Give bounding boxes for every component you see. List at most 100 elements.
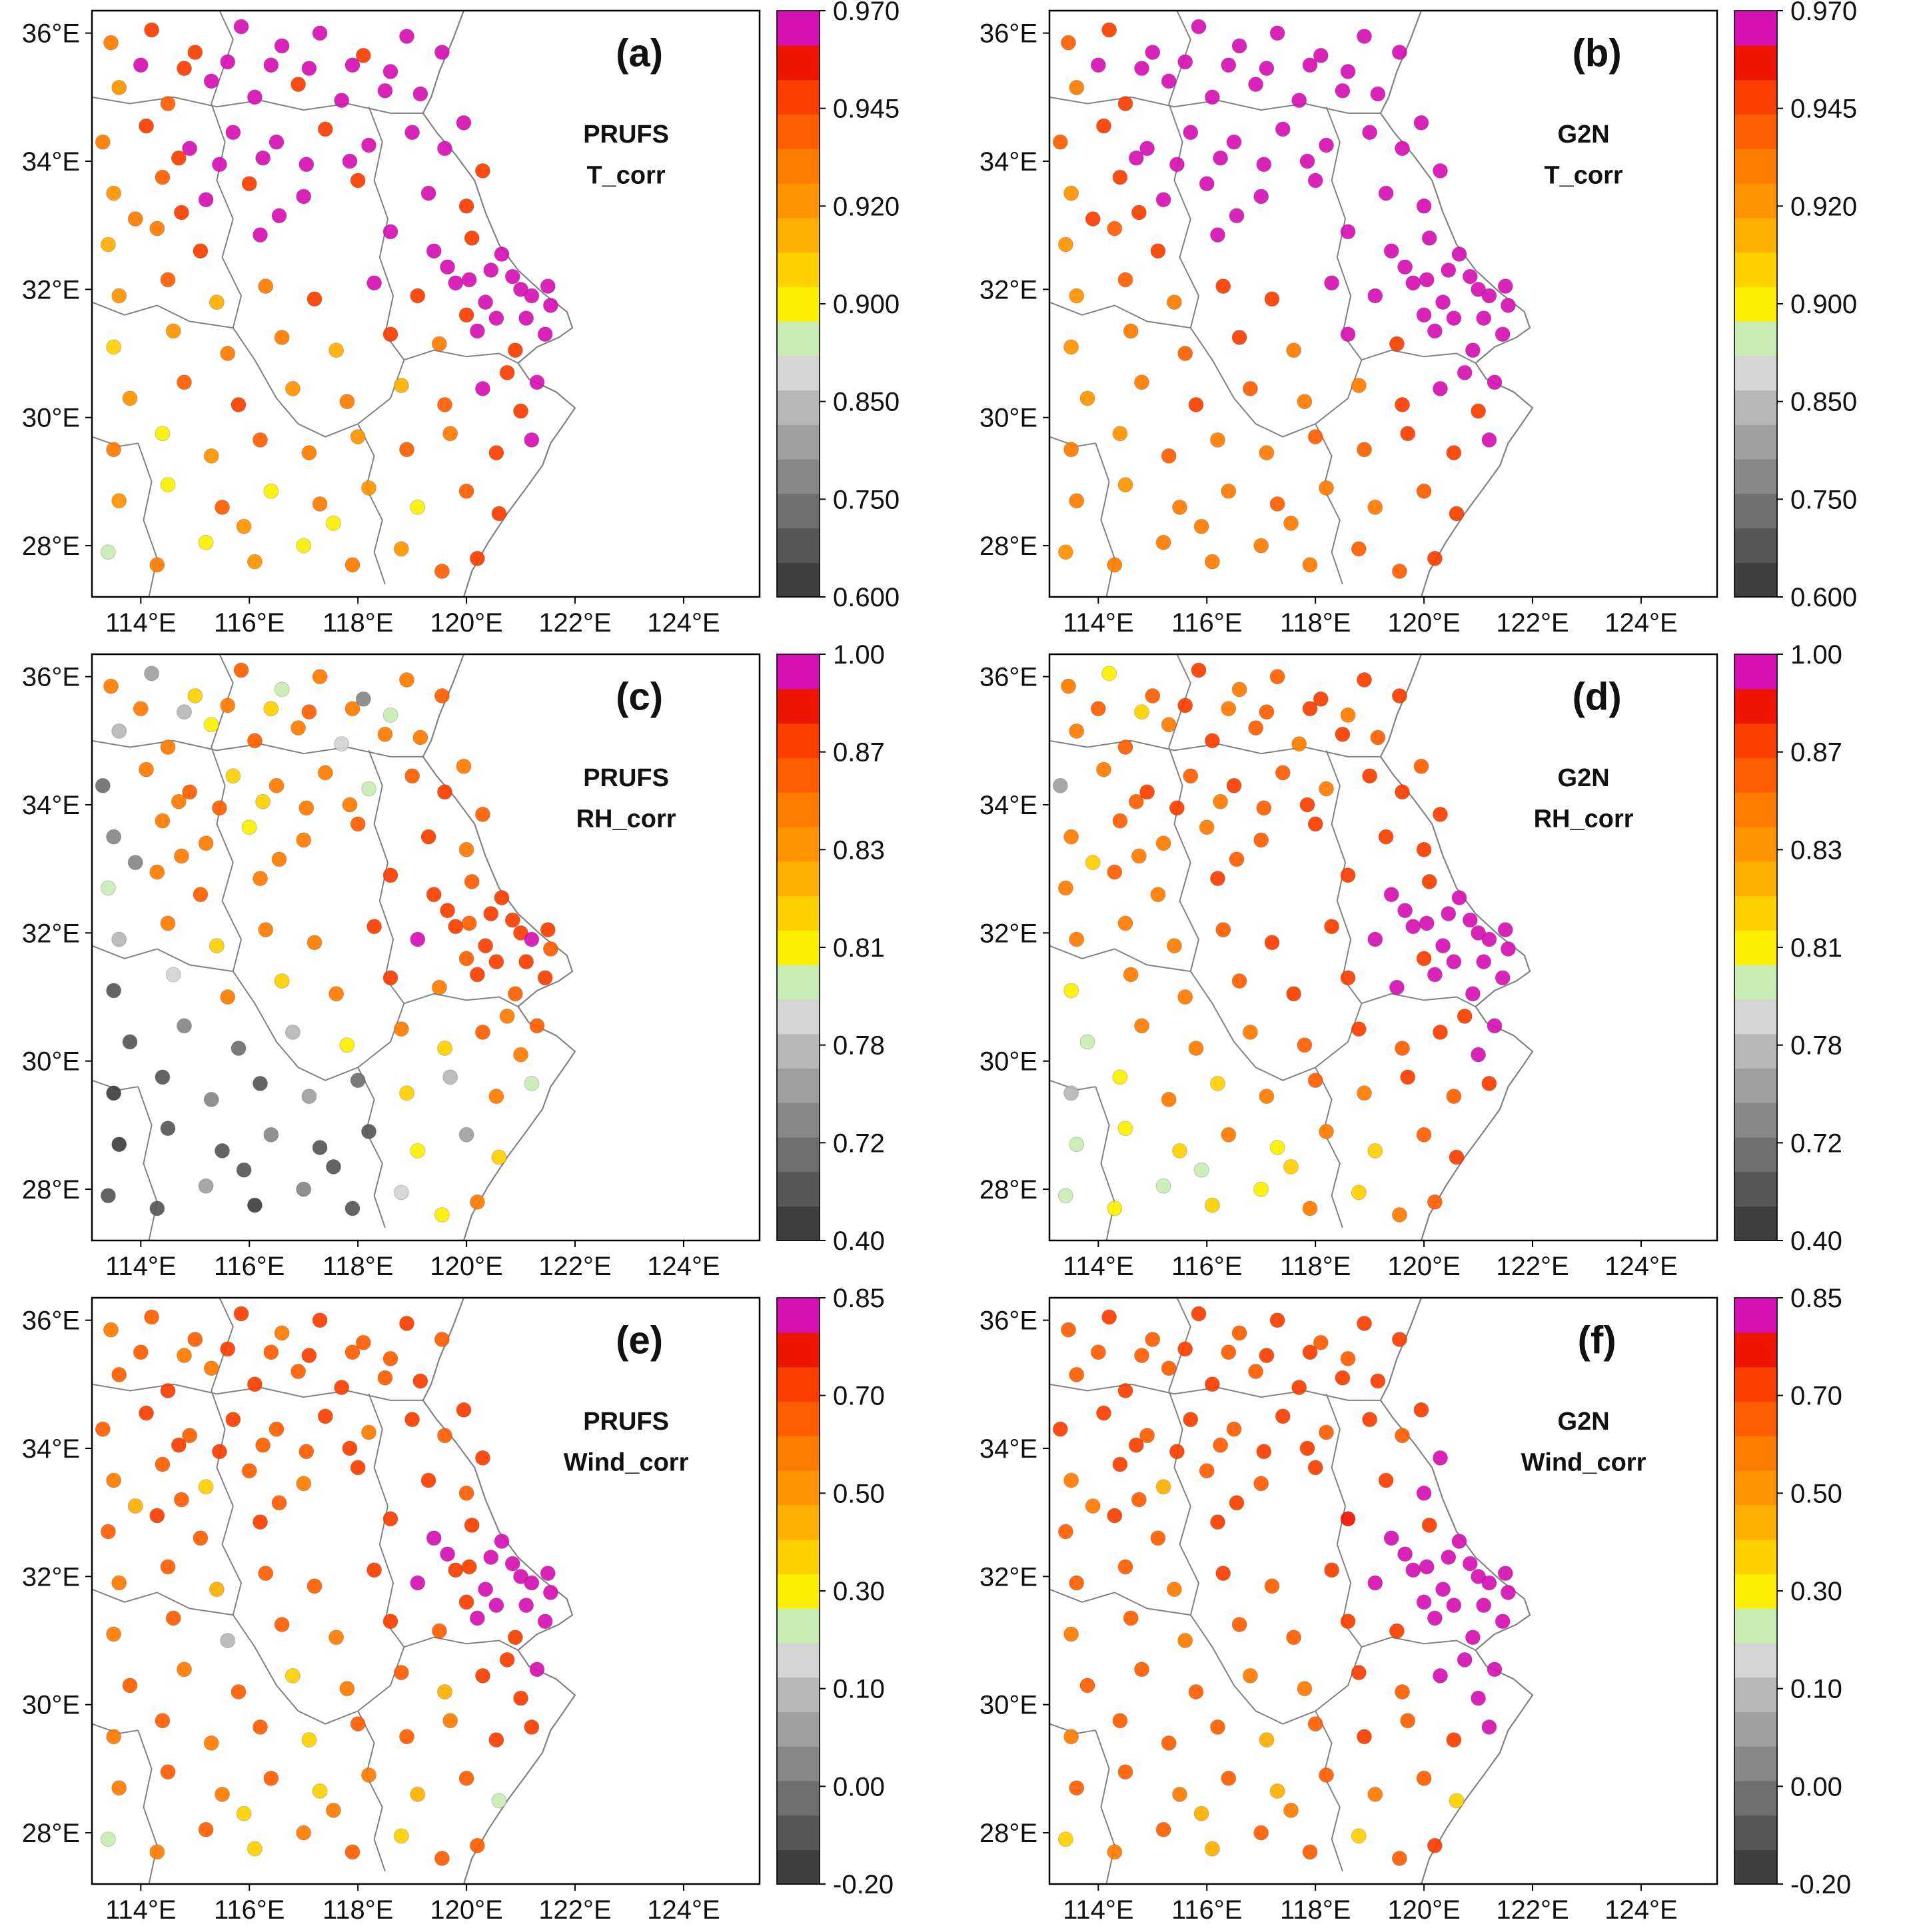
station-dot — [1297, 1681, 1313, 1697]
station-dot — [1069, 1366, 1085, 1382]
station-dot — [1405, 919, 1421, 935]
station-dot — [255, 1437, 271, 1453]
coastline — [1379, 654, 1534, 1240]
station-dot — [437, 397, 452, 412]
station-dot — [1319, 137, 1334, 153]
station-dot — [399, 29, 414, 44]
station-dot — [247, 733, 263, 749]
station-dot — [233, 1306, 249, 1322]
station-dot — [524, 1719, 540, 1735]
station-dot — [1481, 931, 1497, 947]
station-dot — [355, 691, 371, 707]
station-dot — [1400, 1713, 1416, 1729]
model-label-d: G2N — [1558, 764, 1610, 792]
station-dot — [456, 115, 472, 131]
map-svg-a: 114°E 116°E 118°E 120°E 122°E 124°E 28°E 30°E 32… — [22, 9, 761, 638]
station-dot — [1231, 682, 1247, 698]
station-dot — [1291, 1380, 1307, 1396]
station-dot — [274, 682, 290, 698]
station-dot — [1193, 1805, 1209, 1821]
station-dot — [1057, 1188, 1073, 1204]
station-dot — [274, 1617, 290, 1632]
station-dot — [1253, 1476, 1269, 1492]
station-dot — [1169, 157, 1185, 173]
station-dot — [437, 784, 452, 800]
station-dot — [1451, 890, 1467, 905]
station-dot — [253, 1719, 268, 1735]
station-dot — [1383, 887, 1399, 903]
station-dot — [233, 19, 249, 35]
colorbar-band — [1734, 320, 1777, 356]
station-dot — [1416, 951, 1432, 967]
station-dot — [1462, 912, 1478, 928]
station-dot — [404, 125, 420, 141]
station-dot — [1487, 1018, 1503, 1034]
station-dot — [127, 1498, 143, 1514]
x-tick-label: 120°E — [430, 608, 502, 638]
station-dot — [177, 1348, 192, 1364]
station-dot — [1204, 733, 1220, 749]
station-dot — [524, 432, 540, 448]
station-dot — [1061, 678, 1076, 694]
station-dot — [160, 739, 176, 755]
variable-label-c: RH_corr — [576, 805, 676, 833]
station-dot — [1351, 541, 1367, 557]
station-dot — [458, 1127, 474, 1143]
station-dot — [458, 307, 474, 323]
station-dot — [1226, 134, 1242, 150]
station-dot — [1259, 1732, 1275, 1748]
colorbar-tick-label: 0.945 — [1790, 95, 1857, 124]
colorbar-band — [1734, 493, 1777, 529]
province-border-6 — [137, 442, 158, 597]
colorbar-tick-label: 0.70 — [1790, 1382, 1842, 1411]
province-border-2 — [1325, 749, 1363, 1004]
station-dot — [339, 1037, 355, 1053]
station-dot — [111, 1137, 127, 1153]
station-dot — [1446, 1598, 1462, 1614]
station-dot — [187, 45, 203, 60]
station-dot — [1057, 237, 1073, 252]
station-dot — [1357, 1729, 1372, 1745]
station-dot — [393, 1185, 409, 1201]
station-dot — [1253, 189, 1269, 205]
station-dot — [247, 89, 263, 105]
station-dot — [1275, 121, 1291, 137]
province-border-4 — [1189, 327, 1363, 438]
station-dot — [1215, 278, 1231, 294]
station-dot — [1069, 288, 1085, 304]
station-dot — [1161, 73, 1177, 89]
station-dot — [542, 1584, 558, 1600]
station-dot — [350, 816, 366, 832]
map-b: 114°E 116°E 118°E 120°E 122°E 124°E 28°E 30°E 32… — [958, 0, 1724, 644]
station-dot — [350, 173, 366, 189]
colorbar-band — [777, 45, 820, 81]
station-dot — [1213, 793, 1229, 809]
station-dot — [160, 272, 176, 288]
station-dot — [366, 1562, 382, 1578]
station-dot — [1419, 1559, 1435, 1575]
station-dot — [301, 704, 317, 720]
station-dot — [1177, 698, 1193, 714]
station-dot — [1112, 1713, 1128, 1729]
station-dot — [1069, 1780, 1085, 1796]
colorbar-band — [1734, 286, 1777, 322]
station-dot — [1112, 813, 1128, 829]
station-dot — [1134, 374, 1149, 390]
station-dot — [1172, 1143, 1187, 1159]
province-border-1 — [1168, 1390, 1200, 1616]
station-dot — [488, 954, 504, 970]
colorbar-svg-f: 0.85 0.70 0.50 0.30 0.10 0.00 -0.20 — [1734, 1287, 1851, 1899]
station-dot — [1134, 1018, 1149, 1034]
station-dot — [1204, 1197, 1220, 1213]
station-dot — [475, 163, 490, 179]
y-tick-label: 30°E — [979, 1047, 1037, 1077]
station-dot — [537, 1614, 553, 1630]
station-dot — [211, 157, 227, 173]
model-label-c: PRUFS — [583, 764, 669, 792]
station-dot — [1199, 819, 1215, 835]
station-dot — [1229, 1495, 1245, 1511]
station-dot — [1319, 781, 1334, 797]
province-border-2 — [368, 749, 405, 1004]
station-dot — [225, 768, 241, 784]
colorbar-tick-label: 0.970 — [1790, 0, 1857, 26]
